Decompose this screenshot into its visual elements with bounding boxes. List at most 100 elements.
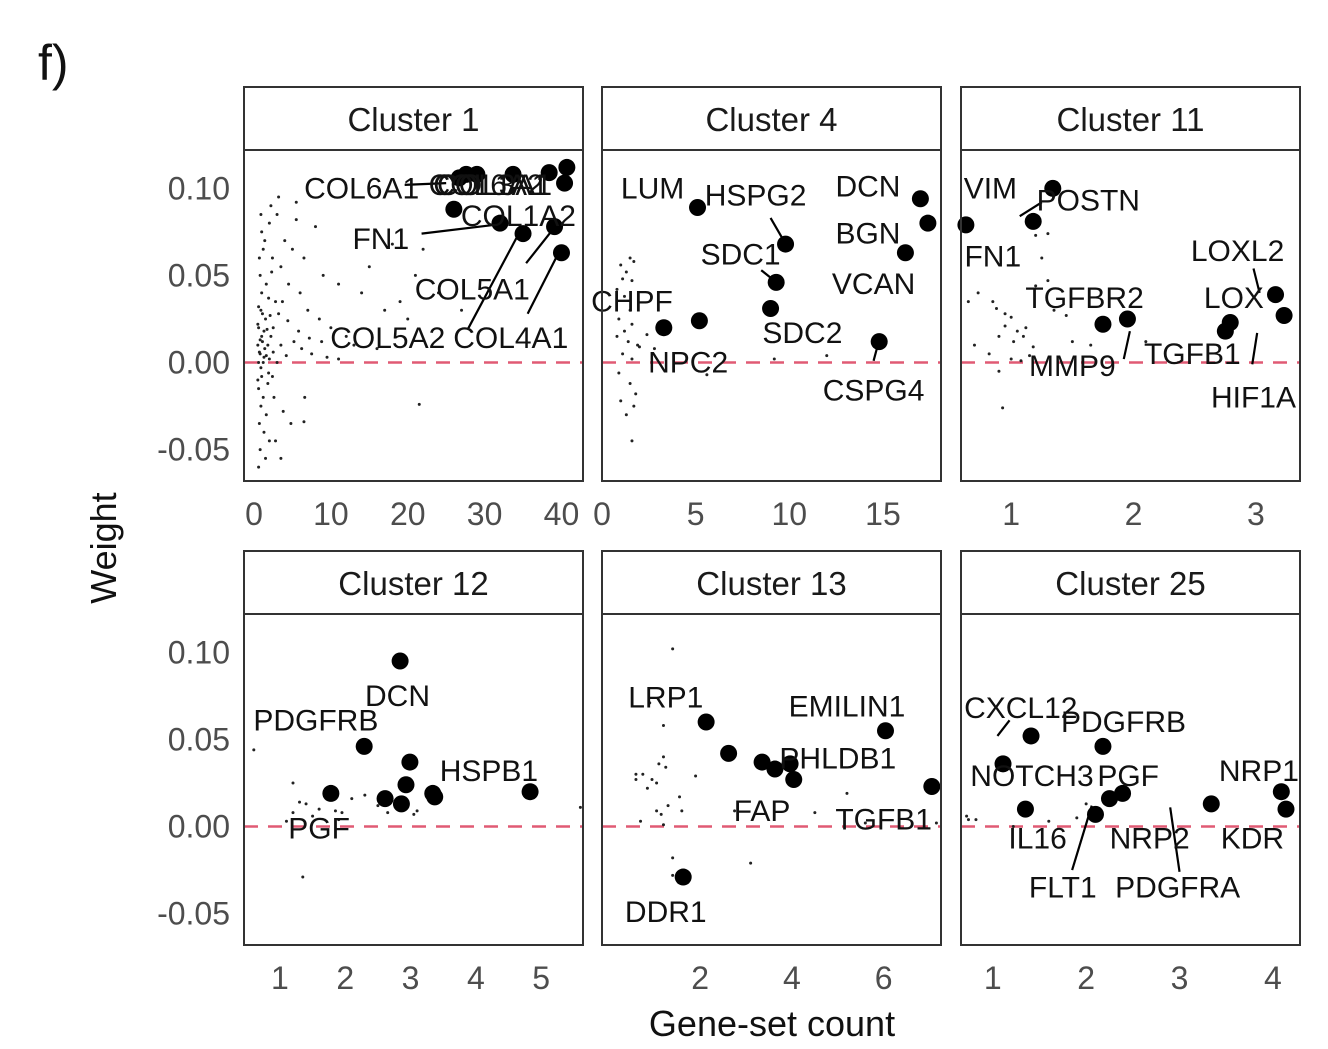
label-connector bbox=[1122, 330, 1131, 360]
background-point bbox=[257, 256, 261, 260]
background-point bbox=[260, 374, 264, 378]
gene-label: CSPG4 bbox=[823, 374, 925, 407]
x-tick-label: 2 bbox=[336, 960, 354, 996]
gene-label: DDR1 bbox=[625, 896, 707, 929]
gene-label: HSPB1 bbox=[440, 755, 538, 788]
label-connector bbox=[1019, 201, 1043, 218]
gene-label: TGFB1 bbox=[835, 804, 932, 837]
background-point bbox=[261, 395, 265, 399]
background-point bbox=[306, 308, 310, 312]
background-point bbox=[680, 809, 684, 813]
highlighted-gene-point bbox=[546, 218, 564, 236]
background-point bbox=[624, 270, 628, 274]
background-point bbox=[256, 378, 260, 382]
y-tick-label: 0.10 bbox=[168, 634, 230, 670]
label-connector bbox=[526, 255, 558, 315]
background-point bbox=[705, 373, 709, 377]
background-point bbox=[390, 242, 394, 246]
gene-label: TGFBR2 bbox=[1025, 282, 1143, 315]
highlighted-gene-point bbox=[376, 790, 394, 808]
background-point bbox=[997, 369, 1001, 373]
facet-title: Cluster 12 bbox=[338, 565, 488, 602]
background-point bbox=[256, 322, 260, 326]
highlighted-gene-point bbox=[689, 198, 707, 216]
background-point bbox=[333, 809, 337, 813]
x-tick-label: 0 bbox=[593, 496, 611, 532]
highlighted-gene-point bbox=[766, 760, 784, 778]
background-point bbox=[1084, 802, 1088, 806]
gene-label: LUM bbox=[621, 172, 684, 205]
background-point bbox=[256, 343, 260, 347]
gene-label: BGN bbox=[835, 218, 900, 251]
background-point bbox=[436, 291, 440, 295]
background-point bbox=[291, 781, 295, 785]
y-tick-label: 0.05 bbox=[168, 721, 230, 757]
y-tick-label: 0.00 bbox=[168, 345, 230, 381]
background-point bbox=[661, 755, 665, 759]
gene-label: NOTCH3 bbox=[970, 760, 1093, 793]
background-point bbox=[344, 334, 348, 338]
gene-label: DCN bbox=[365, 680, 430, 713]
x-tick-label: 1 bbox=[271, 960, 289, 996]
background-point bbox=[621, 352, 625, 356]
background-point bbox=[311, 814, 315, 818]
background-point bbox=[262, 355, 266, 359]
background-point bbox=[360, 291, 364, 295]
background-point bbox=[630, 279, 634, 283]
background-point bbox=[268, 314, 272, 317]
background-point bbox=[1047, 819, 1051, 823]
background-point bbox=[287, 282, 291, 286]
highlighted-gene-point bbox=[1202, 795, 1220, 813]
panel-frame bbox=[601, 149, 942, 482]
highlighted-gene-point bbox=[957, 216, 975, 234]
x-tick-label: 2 bbox=[1125, 496, 1143, 532]
background-point bbox=[310, 352, 314, 356]
background-point bbox=[300, 347, 304, 351]
background-point bbox=[661, 723, 665, 727]
highlighted-gene-point bbox=[870, 333, 888, 351]
gene-label: VCAN bbox=[832, 268, 915, 301]
background-point bbox=[283, 239, 287, 243]
background-point bbox=[267, 221, 271, 225]
highlighted-gene-point bbox=[558, 158, 576, 176]
x-tick-label: 30 bbox=[467, 496, 503, 532]
background-point bbox=[265, 327, 269, 331]
facet-strip bbox=[243, 550, 584, 615]
gene-label: IL16 bbox=[1008, 823, 1066, 856]
background-point bbox=[279, 343, 283, 347]
background-point bbox=[630, 322, 634, 326]
y-tick-label: 0.05 bbox=[168, 257, 230, 293]
background-point bbox=[648, 701, 652, 705]
gene-label: SDC2 bbox=[762, 317, 842, 350]
background-point bbox=[634, 772, 638, 776]
background-point bbox=[415, 809, 419, 813]
background-point bbox=[1052, 308, 1056, 312]
background-point bbox=[266, 343, 270, 347]
gene-label: DCN bbox=[835, 171, 900, 204]
background-point bbox=[632, 259, 636, 263]
background-point bbox=[258, 448, 262, 452]
background-point bbox=[258, 273, 262, 277]
highlighted-gene-point bbox=[690, 312, 708, 330]
background-point bbox=[280, 300, 284, 304]
background-point bbox=[1046, 279, 1050, 283]
background-point bbox=[259, 308, 263, 312]
facet-strip bbox=[601, 86, 942, 151]
highlighted-gene-point bbox=[426, 788, 444, 806]
background-point bbox=[974, 818, 978, 822]
background-point bbox=[997, 334, 1001, 338]
x-tick-label: 20 bbox=[390, 496, 426, 532]
facet-title: Cluster 1 bbox=[347, 101, 479, 138]
gene-label: POSTN bbox=[1037, 185, 1140, 218]
highlighted-gene-point bbox=[896, 244, 914, 262]
gene-label: PDGFRB bbox=[253, 704, 378, 737]
gene-label: LOX bbox=[1204, 282, 1264, 315]
background-point bbox=[578, 805, 582, 809]
gene-label: FAP bbox=[734, 795, 791, 828]
background-point bbox=[661, 823, 665, 827]
x-tick-label: 5 bbox=[687, 496, 705, 532]
gene-label: LRP1 bbox=[628, 682, 703, 715]
panel-frame bbox=[601, 613, 942, 946]
background-point bbox=[284, 819, 288, 823]
